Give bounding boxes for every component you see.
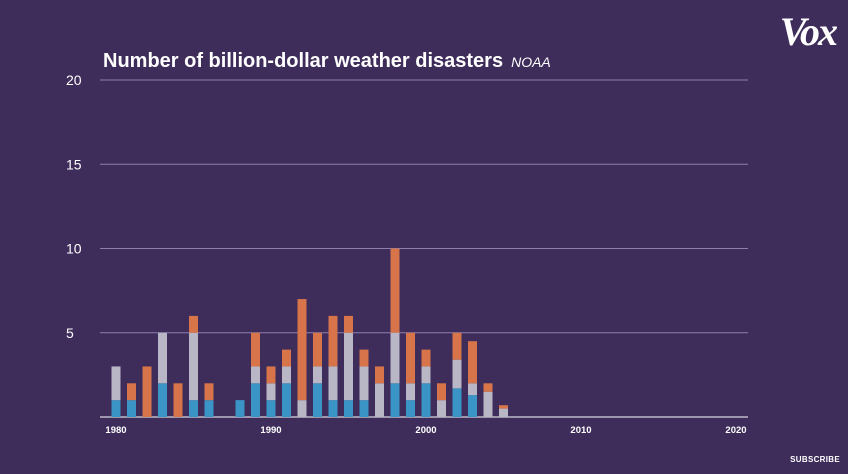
bar-segment bbox=[437, 383, 446, 401]
bar-segment bbox=[468, 395, 477, 417]
bar-segment bbox=[127, 383, 136, 401]
bar-segment bbox=[344, 400, 353, 417]
chart-title: Number of billion-dollar weather disaste… bbox=[103, 50, 551, 73]
bar-segment bbox=[483, 391, 493, 417]
bar-segment bbox=[266, 400, 276, 417]
bar-segment bbox=[344, 315, 353, 333]
bar-segment bbox=[282, 349, 291, 367]
bar-segment bbox=[344, 332, 353, 401]
bar-segment bbox=[375, 383, 384, 417]
x-tick-label: 2000 bbox=[415, 425, 436, 436]
bar-segment bbox=[173, 383, 183, 417]
bar-segment bbox=[189, 400, 198, 417]
bar-segment bbox=[406, 332, 415, 384]
bar-segment bbox=[390, 332, 400, 384]
bar-segment bbox=[499, 408, 508, 417]
bar-segment bbox=[282, 383, 291, 417]
bar-segment bbox=[251, 332, 260, 367]
bar-segment bbox=[204, 383, 214, 401]
bar-segment bbox=[111, 366, 121, 401]
bar-segment bbox=[297, 400, 307, 417]
bar-segment bbox=[359, 400, 369, 417]
x-tick-label: 1980 bbox=[105, 425, 126, 436]
bar-segment bbox=[189, 332, 198, 401]
bar-segment bbox=[297, 299, 307, 401]
bar-segment bbox=[313, 383, 322, 417]
bar-segment bbox=[111, 400, 121, 417]
bar-segment bbox=[406, 400, 415, 417]
bar-segment bbox=[452, 359, 462, 389]
bar-segment bbox=[251, 366, 260, 384]
bar-segment bbox=[452, 332, 462, 360]
bar-segment bbox=[313, 332, 322, 367]
bar-segment bbox=[328, 366, 338, 401]
bar-segment bbox=[235, 400, 245, 417]
bar-segment bbox=[328, 315, 338, 367]
bar-segment bbox=[359, 366, 369, 401]
bar-segment bbox=[189, 315, 198, 333]
bar-segment bbox=[266, 366, 276, 384]
bar-segment bbox=[204, 400, 214, 417]
bar-segment bbox=[406, 383, 415, 401]
y-tick-label: 15 bbox=[66, 156, 82, 172]
bar-segment bbox=[158, 383, 167, 417]
vox-logo[interactable]: Vox bbox=[779, 9, 838, 54]
bar-segment bbox=[313, 366, 322, 384]
subscribe-button[interactable]: SUBSCRIBE bbox=[790, 455, 840, 464]
chart-title-text: Number of billion-dollar weather disaste… bbox=[103, 50, 504, 72]
bar-segment bbox=[421, 349, 431, 367]
bar-segment bbox=[266, 383, 276, 401]
bar-segment bbox=[421, 383, 431, 417]
x-tick-label: 2010 bbox=[570, 425, 591, 436]
x-tick-label: 1990 bbox=[260, 425, 281, 436]
bar-segment bbox=[375, 366, 384, 384]
bar-segment bbox=[390, 248, 400, 333]
chart-source: NOAA bbox=[511, 54, 551, 70]
y-tick-label: 10 bbox=[66, 241, 82, 257]
bar-segment bbox=[359, 349, 369, 367]
bar-segment bbox=[483, 383, 493, 392]
bar-segment bbox=[421, 366, 431, 384]
y-tick-label: 20 bbox=[66, 72, 82, 88]
bar-segment bbox=[499, 405, 508, 409]
bar-segment bbox=[127, 400, 136, 417]
bar-segment bbox=[328, 400, 338, 417]
bar-segment bbox=[251, 383, 260, 417]
bar-segment bbox=[468, 341, 477, 384]
bar-segment bbox=[452, 388, 462, 417]
bar-segment bbox=[142, 366, 152, 417]
bar-segment bbox=[282, 366, 291, 384]
bar-segment bbox=[390, 383, 400, 417]
bar-segment bbox=[437, 400, 446, 417]
y-tick-label: 5 bbox=[66, 325, 74, 341]
bar-segment bbox=[158, 332, 167, 384]
bar-segment bbox=[468, 383, 477, 396]
x-tick-label: 2020 bbox=[725, 425, 746, 436]
